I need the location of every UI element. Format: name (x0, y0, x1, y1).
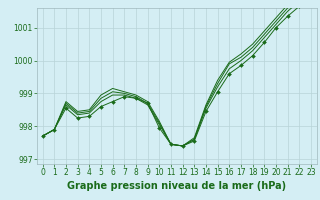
X-axis label: Graphe pression niveau de la mer (hPa): Graphe pression niveau de la mer (hPa) (67, 181, 286, 191)
